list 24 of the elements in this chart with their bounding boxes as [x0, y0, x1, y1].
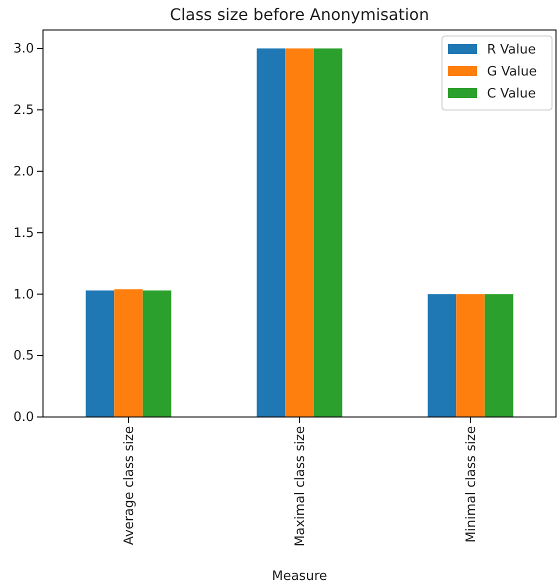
y-tick-label: 2.0 — [13, 164, 34, 180]
y-tick-label: 0.5 — [13, 348, 34, 364]
bar — [256, 48, 286, 417]
bar — [86, 290, 114, 417]
bar — [456, 294, 485, 417]
legend-label: R Value — [487, 42, 536, 58]
y-tick-label: 3.0 — [13, 42, 34, 57]
x-tick-label: Minimal class size — [464, 426, 480, 543]
y-tick-label: 1.5 — [13, 226, 34, 241]
bar — [484, 294, 514, 417]
bar — [114, 289, 143, 417]
bar — [314, 48, 342, 417]
bar — [285, 48, 314, 417]
y-tick-label: 2.5 — [13, 103, 34, 118]
y-tick-label: 1.0 — [13, 287, 34, 302]
bar — [142, 290, 172, 417]
bar — [428, 294, 456, 417]
y-tick-label: 0.0 — [13, 410, 34, 426]
x-tick-label: Average class size — [122, 426, 138, 546]
x-tick-label: Maximal class size — [293, 426, 308, 546]
x-axis-title: Measure — [272, 569, 328, 584]
chart-title: Class size before Anonymisation — [170, 5, 430, 24]
legend-label: G Value — [487, 64, 537, 80]
legend-label: C Value — [487, 86, 536, 102]
